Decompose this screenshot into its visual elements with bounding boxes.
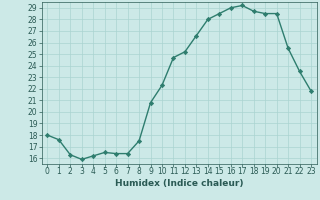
X-axis label: Humidex (Indice chaleur): Humidex (Indice chaleur) — [115, 179, 244, 188]
